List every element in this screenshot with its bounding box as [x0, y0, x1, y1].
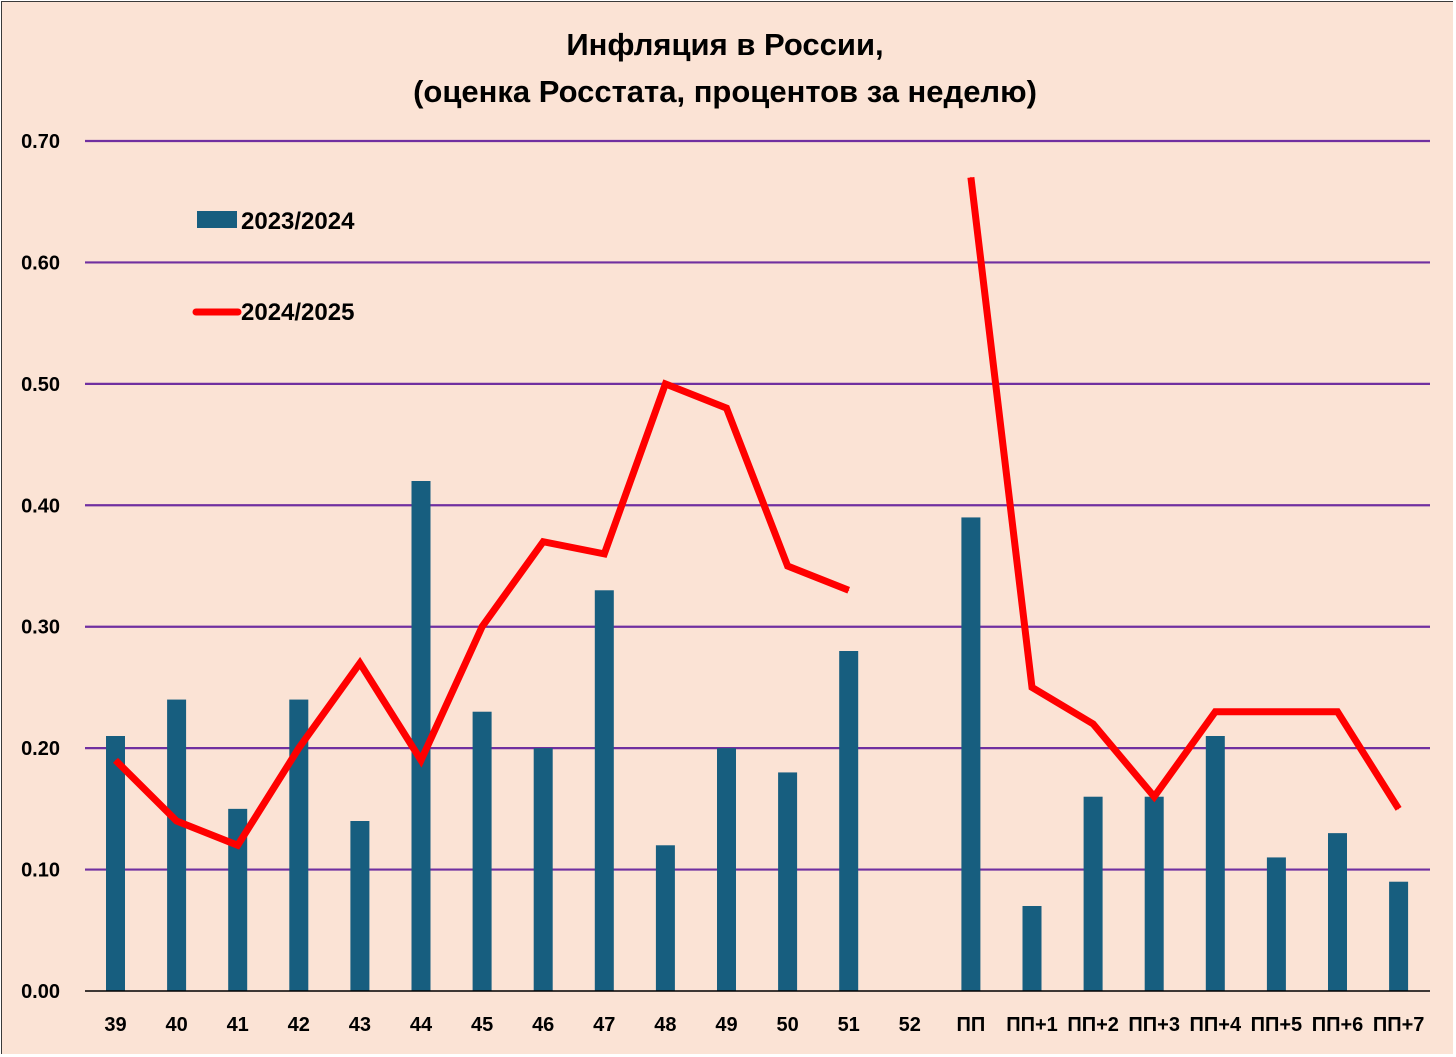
y-axis-ticks: 0.00 0.10 0.20 0.30 0.40 0.50 0.60 0.70 — [21, 131, 60, 1003]
bar-39 — [106, 736, 125, 991]
bar-пп-3 — [1144, 796, 1164, 991]
bar-пп — [961, 517, 981, 991]
bars-series-2023-2024 — [106, 481, 1409, 991]
x-tick-label: 42 — [288, 1014, 310, 1036]
bar-46 — [533, 748, 553, 991]
line-point-46 — [542, 541, 544, 543]
x-tick-label: 48 — [654, 1014, 676, 1036]
y-tick-label: 0.50 — [21, 374, 60, 396]
y-tick-label: 0.30 — [21, 617, 60, 639]
bar-48 — [655, 845, 675, 991]
line-point-пп-1 — [1031, 686, 1033, 688]
bar-44 — [411, 481, 431, 991]
line-point-44 — [420, 759, 422, 761]
bar-пп-1 — [1022, 906, 1042, 991]
line-point-39 — [115, 759, 116, 761]
bar-пп-7 — [1389, 881, 1409, 991]
x-tick-label: 50 — [776, 1014, 798, 1036]
line-point-51 — [848, 589, 850, 591]
x-tick-label: ПП+1 — [1006, 1014, 1058, 1036]
line-point-пп-7 — [1398, 808, 1400, 810]
line-point-41 — [237, 844, 239, 846]
y-tick-label: 0.70 — [21, 131, 60, 153]
line-segment-2 — [967, 176, 1402, 811]
line-point-пп-4 — [1214, 711, 1216, 713]
x-tick-label: 45 — [471, 1014, 493, 1036]
x-tick-label: ПП — [957, 1014, 986, 1036]
bar-пп-6 — [1328, 833, 1347, 991]
bar-50 — [778, 772, 798, 991]
x-tick-label: ПП+4 — [1190, 1014, 1242, 1036]
x-tick-label: 39 — [104, 1014, 126, 1036]
x-tick-label: 44 — [410, 1014, 433, 1036]
line-point-47 — [603, 553, 605, 555]
x-tick-label: 47 — [593, 1014, 615, 1036]
bar-41 — [228, 808, 248, 991]
x-tick-label: ПП+6 — [1312, 1014, 1364, 1036]
line-point-45 — [481, 626, 483, 628]
x-tick-label: 41 — [227, 1014, 249, 1036]
legend-label-2024-2025: 2024/2025 — [241, 299, 354, 326]
line-point-пп-6 — [1337, 711, 1338, 713]
bar-пп-5 — [1266, 857, 1286, 991]
line-series-2024-2025 — [113, 176, 1402, 850]
line-point-48 — [664, 383, 666, 385]
chart-title: Инфляция в России, — [566, 27, 883, 62]
bar-43 — [350, 821, 370, 991]
bar-49 — [717, 748, 736, 991]
x-tick-label: ПП+3 — [1128, 1014, 1180, 1036]
line-point-49 — [726, 407, 727, 409]
y-tick-label: 0.40 — [21, 495, 60, 517]
x-tick-label: ПП+7 — [1373, 1014, 1425, 1036]
line-point-42 — [298, 747, 300, 749]
legend-swatch-2023-2024 — [197, 211, 237, 228]
y-tick-label: 0.10 — [21, 860, 60, 882]
bar-40 — [167, 699, 187, 991]
x-tick-label: 51 — [838, 1014, 860, 1036]
line-point-50 — [787, 565, 789, 567]
x-tick-label: 52 — [899, 1014, 921, 1036]
x-tick-label: 49 — [715, 1014, 737, 1036]
y-tick-label: 0.60 — [21, 252, 60, 274]
chart-subtitle: (оценка Росстата, процентов за неделю) — [413, 74, 1037, 109]
x-tick-label: ПП+2 — [1067, 1014, 1119, 1036]
x-tick-label: 40 — [165, 1014, 187, 1036]
y-tick-label: 0.20 — [21, 738, 60, 760]
x-tick-label: ПП+5 — [1251, 1014, 1303, 1036]
x-tick-label: 43 — [349, 1014, 371, 1036]
bar-51 — [839, 651, 859, 991]
bar-45 — [472, 711, 492, 991]
line-point-пп-5 — [1275, 711, 1277, 713]
line-point-пп — [970, 176, 972, 178]
bar-47 — [594, 590, 614, 991]
bar-42 — [289, 699, 309, 991]
line-point-43 — [359, 662, 361, 664]
x-axis-ticks: 39 40 41 42 43 44 45 46 47 48 49 50 51 52 ПП ПП+1 ПП+2 ПП… — [104, 1014, 1424, 1036]
legend: 2023/2024 2024/2025 — [192, 208, 355, 326]
y-tick-label: 0.00 — [21, 981, 60, 1003]
legend-label-2023-2024: 2023/2024 — [241, 208, 355, 235]
x-tick-label: 46 — [532, 1014, 554, 1036]
line-point-пп-3 — [1153, 796, 1155, 798]
bar-пп-4 — [1205, 736, 1225, 991]
line-point-пп-2 — [1092, 723, 1094, 725]
bar-пп-2 — [1083, 796, 1103, 991]
line-point-40 — [176, 820, 178, 822]
